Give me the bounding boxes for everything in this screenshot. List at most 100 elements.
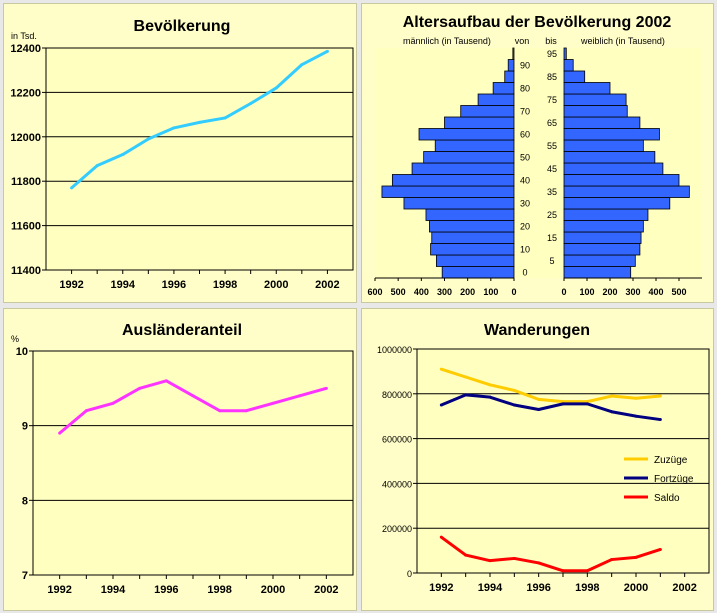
age-from-tick: 70 <box>520 106 530 116</box>
chart-title: Wanderungen <box>484 322 590 339</box>
age-from-tick: 90 <box>520 60 530 70</box>
male-bar <box>391 174 515 187</box>
data-point <box>324 386 328 390</box>
data-point <box>271 401 275 405</box>
data-point <box>561 569 565 573</box>
migration-chart-panel: Wanderungen 0 200000 400000 600000 800000 100… <box>361 308 714 611</box>
age-pyramid-chart: Altersaufbau der Bevölkerung 2002 männli… <box>367 14 702 297</box>
x-tick-label: 0 <box>511 287 516 297</box>
y-tick-label: 400000 <box>382 479 412 489</box>
data-point <box>464 553 468 557</box>
x-tick-label: 1992 <box>59 279 83 291</box>
y-tick-label: 1000000 <box>377 345 412 355</box>
male-bar <box>512 47 515 60</box>
x-tick-label: 2002 <box>315 279 339 291</box>
female-bar <box>563 197 671 210</box>
male-bar <box>435 254 515 267</box>
data-point <box>610 410 614 414</box>
data-point <box>138 386 142 390</box>
foreign-share-chart: Ausländeranteil % 7 8 9 10 1992 1994 1996 1998 2… <box>11 322 354 596</box>
x-tick-label: 200 <box>602 287 617 297</box>
male-bar <box>381 185 515 198</box>
age-from-tick: 20 <box>520 221 530 231</box>
data-point <box>634 555 638 559</box>
age-from-tick: 30 <box>520 198 530 208</box>
y-tick-label: 600000 <box>382 435 412 445</box>
x-tick-label: 2002 <box>314 584 338 596</box>
male-bar <box>477 93 515 106</box>
male-bar <box>431 231 515 244</box>
age-to-tick: 55 <box>547 141 557 151</box>
female-bar <box>563 220 644 233</box>
chart-title: Altersaufbau der Bevölkerung 2002 <box>403 14 672 31</box>
male-bar <box>460 105 515 118</box>
x-tick-label: 2000 <box>264 279 288 291</box>
data-point <box>439 535 443 539</box>
male-bar <box>507 59 515 72</box>
data-point <box>512 388 516 392</box>
male-bar <box>430 243 515 256</box>
female-bar <box>563 105 628 118</box>
data-point <box>146 137 150 141</box>
data-point <box>537 561 541 565</box>
series-line-fortzüge <box>440 393 661 422</box>
female-bar <box>563 128 660 141</box>
female-bar <box>563 254 636 267</box>
age-from-tick: 50 <box>520 152 530 162</box>
age-from-tick: 60 <box>520 129 530 139</box>
data-point <box>58 431 62 435</box>
y-tick-label: 7 <box>22 570 28 582</box>
age-to-tick: 65 <box>547 118 557 128</box>
legend-label-zuzüge: Zuzüge <box>654 455 688 466</box>
x-tick-label: 0 <box>561 287 566 297</box>
plot-area <box>416 348 710 574</box>
data-point <box>218 409 222 413</box>
y-tick-label: 12000 <box>10 132 41 144</box>
data-point <box>198 120 201 124</box>
age-from-tick: 40 <box>520 175 530 185</box>
y-tick-label: 11800 <box>11 176 41 188</box>
data-point <box>300 63 304 67</box>
x-tick-label: 300 <box>625 287 640 297</box>
y-tick-label: 10 <box>16 346 28 358</box>
female-bar <box>563 185 690 198</box>
female-bar <box>563 47 567 60</box>
male-bar <box>425 208 515 221</box>
male-bar <box>504 70 515 83</box>
age-to-header: bis <box>545 36 557 46</box>
data-point <box>164 379 168 383</box>
female-bar <box>563 151 656 164</box>
y-tick-label: 12200 <box>10 87 41 99</box>
data-point <box>634 396 638 400</box>
x-tick-label: 400 <box>648 287 663 297</box>
age-to-tick: 25 <box>547 210 557 220</box>
male-bar <box>429 220 515 233</box>
age-label-column <box>514 48 564 278</box>
y-axis-unit-label: in Tsd. <box>11 31 37 41</box>
x-tick-label: 1996 <box>526 582 550 594</box>
data-point <box>244 409 248 413</box>
female-bar <box>563 266 632 279</box>
data-point <box>325 49 329 53</box>
y-tick-label: 8 <box>22 495 28 507</box>
male-bar <box>418 128 515 141</box>
data-point <box>512 556 516 560</box>
male-bar <box>411 162 515 175</box>
data-point <box>561 402 565 406</box>
data-point <box>585 402 589 406</box>
data-point <box>172 126 176 130</box>
y-tick-label: 11400 <box>11 265 41 277</box>
data-point <box>610 394 614 398</box>
x-tick-label: 1994 <box>478 582 503 594</box>
plot-area <box>32 350 354 576</box>
data-point <box>658 394 662 398</box>
female-bar <box>563 70 586 83</box>
y-tick-label: 9 <box>22 421 28 433</box>
data-point <box>223 116 227 120</box>
data-point <box>249 102 253 105</box>
female-bar <box>563 208 649 221</box>
data-point <box>191 394 195 398</box>
series-line-zuzüge <box>440 367 661 404</box>
x-tick-label: 100 <box>579 287 594 297</box>
x-tick-label: 200 <box>460 287 475 297</box>
